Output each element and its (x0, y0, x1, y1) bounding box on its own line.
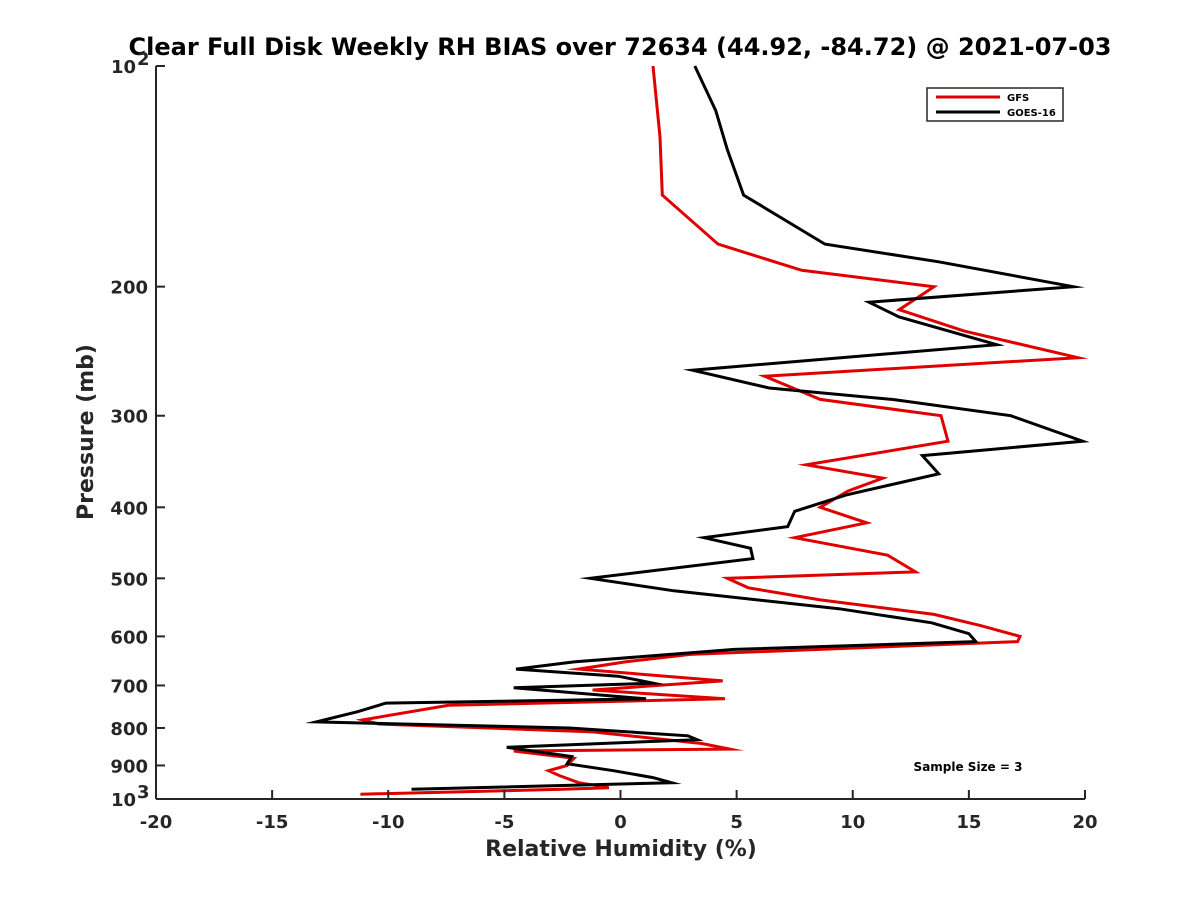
y-tick-label: 10 (111, 57, 136, 78)
sample-size-annotation: Sample Size = 3 (914, 760, 1023, 774)
x-tick-label: 10 (840, 812, 865, 833)
x-tick-label: 20 (1072, 812, 1097, 833)
chart-title: Clear Full Disk Weekly RH BIAS over 7263… (129, 33, 1112, 61)
y-tick-label: 600 (110, 627, 148, 648)
y-axis-label: Pressure (mb) (74, 344, 99, 520)
legend-label: GOES-16 (1007, 108, 1056, 119)
y-tick-exponent: 3 (137, 782, 150, 803)
y-tick-label: 400 (110, 498, 148, 519)
y-tick-label: 900 (110, 756, 148, 777)
legend: GFS GOES-16 (926, 87, 1064, 122)
series-line-goes-16 (305, 65, 1090, 791)
legend-box (926, 87, 1064, 122)
x-tick-label: 15 (956, 812, 981, 833)
series-line-gfs (355, 65, 1089, 796)
series-layer (305, 65, 1090, 796)
axes (155, 65, 1086, 800)
x-tick-label: 0 (614, 812, 627, 833)
x-tick-label: -15 (256, 812, 289, 833)
legend-label: GFS (1007, 93, 1029, 104)
x-tick-label: 5 (730, 812, 743, 833)
x-axis-label: Relative Humidity (%) (485, 837, 757, 862)
y-tick-label: 500 (110, 569, 148, 590)
y-tick-label: 200 (110, 278, 148, 299)
x-tick-label: -20 (140, 812, 173, 833)
y-tick-label: 10 (111, 790, 136, 811)
x-tick-label: -5 (494, 812, 514, 833)
y-tick-label: 800 (110, 719, 148, 740)
y-tick-exponent: 2 (137, 49, 150, 70)
x-tick-label: -10 (372, 812, 405, 833)
y-tick-label: 700 (110, 676, 148, 697)
y-tick-label: 300 (110, 407, 148, 428)
